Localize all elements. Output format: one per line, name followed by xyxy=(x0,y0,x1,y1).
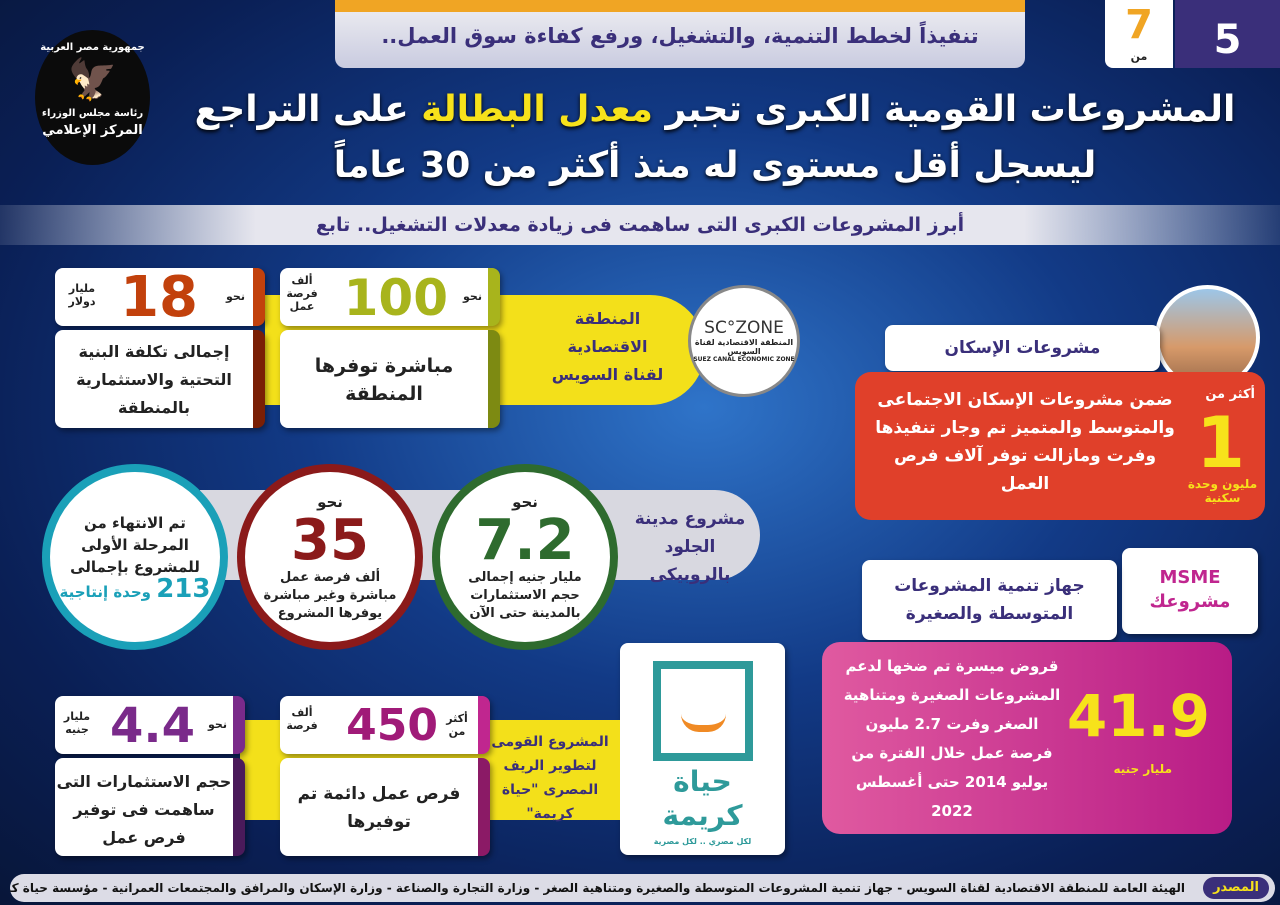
suez-stat2-desc: إجمالى تكلفة البنية التحتية والاستثمارية… xyxy=(55,330,265,428)
page-total: 7 xyxy=(1125,2,1153,48)
logo-line3: المركز الإعلامي xyxy=(42,123,143,138)
subtitle: أبرز المشروعات الكبرى التى ساهمت فى زياد… xyxy=(0,205,1280,245)
msme-logo: MSME مشروعك xyxy=(1122,548,1258,634)
housing-label: مشروعات الإسكان xyxy=(885,325,1160,371)
msme-logo-ar: مشروعك xyxy=(1149,591,1231,612)
msme-desc: قروض ميسرة تم ضخها لدعم المشروعات الصغير… xyxy=(843,657,1061,820)
msme-label: جهاز تنمية المشروعات المتوسطة والصغيرة xyxy=(862,560,1117,640)
msme-logo-en: MSME xyxy=(1159,567,1221,588)
hayah-stat1-value-card: أكثر من 450 ألف فرصة xyxy=(280,696,490,754)
suez-stat1-desc: مباشرة توفرها المنطقة xyxy=(280,330,500,428)
housing-card: أكثر من 1 مليون وحدة سكنية ضمن مشروعات ا… xyxy=(855,372,1265,520)
msme-card: 41.9 مليار جنيه قروض ميسرة تم ضخها لدعم … xyxy=(822,642,1232,834)
hayah-stat2-value-card: نحو 4.4 مليار جنيه xyxy=(55,696,245,754)
msme-unit: مليار جنيه xyxy=(1113,762,1172,776)
page-of: من xyxy=(1130,50,1148,63)
hayah-karima-logo: حياة كريمة لكل مصري .. لكل مصرية xyxy=(620,643,785,855)
page-title: المشروعات القومية الكبرى تجبر معدل البطا… xyxy=(160,82,1270,194)
sources-bar: المصدر الهيئة العامة للمنطقة الاقتصادية … xyxy=(10,874,1275,902)
hayah-stat2-desc: حجم الاستثمارات التى ساهمت فى توفير فرص … xyxy=(55,758,245,856)
leather-label: مشروع مدينة الجلود بالروبيكى xyxy=(634,509,746,585)
housing-unit: مليون وحدة سكنية xyxy=(1187,477,1258,505)
leather-jobs-circle: نحو 35 ألف فرصة عمل مباشرة وغير مباشرة يوف… xyxy=(245,472,415,642)
hayah-stat1-desc: فرص عمل دائمة تم توفيرها xyxy=(280,758,490,856)
hayah-label: المشروع القومى لتطوير الريف المصرى "حياة… xyxy=(491,734,609,822)
housing-prefix: أكثر من xyxy=(1205,387,1255,402)
leather-units-circle: تم الانتهاء من المرحلة الأولى للمشروع بإ… xyxy=(50,472,220,642)
media-center-logo: جمهورية مصر العربية 🦅 رئاسة مجلس الوزراء… xyxy=(35,30,150,165)
source-label: المصدر xyxy=(1203,877,1269,899)
sources-text: الهيئة العامة للمنطقة الاقتصادية لقناة ا… xyxy=(10,881,1185,895)
logo-line2: رئاسة مجلس الوزراء xyxy=(41,108,144,119)
leather-investment-circle: نحو 7.2 مليار جنيه إجمالى حجم الاستثمارات … xyxy=(440,472,610,642)
sczone-logo: SC°ZONE المنطقة الاقتصادية لقناة السويس … xyxy=(688,285,800,397)
suez-stat1-value-card: نحو 100 ألف فرصة عمل xyxy=(280,268,500,326)
logo-line1: جمهورية مصر العربية xyxy=(40,42,145,53)
suez-stat2-value-card: نحو 18 مليار دولار xyxy=(55,268,265,326)
tagline-bar: تنفيذاً لخطط التنمية، والتشغيل، ورفع كفا… xyxy=(335,0,1025,68)
title-line2: ليسجل أقل مستوى له منذ أكثر من 30 عاماً xyxy=(333,145,1097,186)
smile-icon xyxy=(652,661,753,761)
suez-label: المنطقة الاقتصادية لقناة السويس xyxy=(551,309,664,384)
housing-desc: ضمن مشروعات الإسكان الاجتماعى والمتوسط و… xyxy=(875,390,1175,494)
page-current: 5 xyxy=(1175,0,1280,68)
eagle-icon: 🦅 xyxy=(67,57,118,103)
msme-value: 41.9 xyxy=(1066,682,1210,750)
page-total-box: 7 من xyxy=(1105,0,1173,68)
housing-value: 1 xyxy=(1196,402,1245,484)
title-line1: المشروعات القومية الكبرى تجبر معدل البطا… xyxy=(194,89,1236,130)
tagline: تنفيذاً لخطط التنمية، والتشغيل، ورفع كفا… xyxy=(381,24,979,48)
